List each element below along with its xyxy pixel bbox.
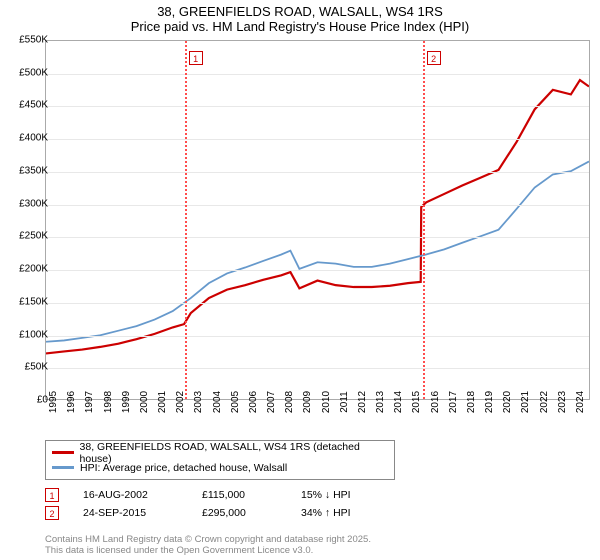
ytick-label: £350K bbox=[19, 165, 48, 176]
ytick-label: £50K bbox=[25, 362, 48, 373]
xtick-label: 1999 bbox=[121, 391, 132, 413]
series-line bbox=[46, 161, 589, 341]
xtick-label: 2018 bbox=[466, 391, 477, 413]
xtick-label: 2005 bbox=[230, 391, 241, 413]
ytick-label: £450K bbox=[19, 100, 48, 111]
sale-marker-line bbox=[423, 41, 425, 399]
ytick-label: £100K bbox=[19, 329, 48, 340]
xtick-label: 1997 bbox=[84, 391, 95, 413]
gridline-h bbox=[46, 303, 589, 304]
attribution-line1: Contains HM Land Registry data © Crown c… bbox=[45, 534, 371, 545]
legend-label: HPI: Average price, detached house, Wals… bbox=[80, 462, 287, 474]
ytick-label: £0 bbox=[37, 395, 48, 406]
xtick-label: 2021 bbox=[520, 391, 531, 413]
title-line2: Price paid vs. HM Land Registry's House … bbox=[0, 19, 600, 34]
title-line1: 38, GREENFIELDS ROAD, WALSALL, WS4 1RS bbox=[0, 4, 600, 19]
sale-marker-badge: 2 bbox=[427, 51, 441, 65]
xtick-label: 2019 bbox=[484, 391, 495, 413]
legend-swatch bbox=[52, 451, 74, 454]
attribution: Contains HM Land Registry data © Crown c… bbox=[45, 534, 371, 556]
legend-area: 38, GREENFIELDS ROAD, WALSALL, WS4 1RS (… bbox=[45, 440, 590, 522]
sale-delta: 15% ↓ HPI bbox=[301, 489, 391, 501]
sale-delta: 34% ↑ HPI bbox=[301, 507, 391, 519]
sales-table: 1 16-AUG-2002 £115,000 15% ↓ HPI 2 24-SEP-201… bbox=[45, 486, 590, 522]
gridline-h bbox=[46, 205, 589, 206]
xtick-label: 2004 bbox=[212, 391, 223, 413]
sale-row-marker: 1 bbox=[45, 488, 59, 502]
chart-svg bbox=[46, 41, 589, 399]
attribution-line2: This data is licensed under the Open Gov… bbox=[45, 545, 371, 556]
xtick-label: 2002 bbox=[175, 391, 186, 413]
sale-date: 16-AUG-2002 bbox=[83, 489, 178, 501]
legend-box: 38, GREENFIELDS ROAD, WALSALL, WS4 1RS (… bbox=[45, 440, 395, 480]
sale-price: £115,000 bbox=[202, 489, 277, 501]
sale-date: 24-SEP-2015 bbox=[83, 507, 178, 519]
plot-frame: 12 bbox=[45, 40, 590, 400]
xtick-label: 2000 bbox=[139, 391, 150, 413]
gridline-h bbox=[46, 74, 589, 75]
xtick-label: 2009 bbox=[302, 391, 313, 413]
sale-price: £295,000 bbox=[202, 507, 277, 519]
xtick-label: 2016 bbox=[430, 391, 441, 413]
gridline-h bbox=[46, 139, 589, 140]
gridline-h bbox=[46, 172, 589, 173]
xtick-label: 2022 bbox=[539, 391, 550, 413]
ytick-label: £300K bbox=[19, 198, 48, 209]
xtick-label: 2007 bbox=[266, 391, 277, 413]
xtick-label: 2011 bbox=[339, 391, 350, 413]
xtick-label: 2010 bbox=[321, 391, 332, 413]
ytick-label: £550K bbox=[19, 35, 48, 46]
xtick-label: 2001 bbox=[157, 391, 168, 413]
xtick-label: 2012 bbox=[357, 391, 368, 413]
sale-marker-line bbox=[185, 41, 187, 399]
xtick-label: 2008 bbox=[284, 391, 295, 413]
gridline-h bbox=[46, 270, 589, 271]
xtick-label: 1998 bbox=[103, 391, 114, 413]
xtick-label: 2024 bbox=[575, 391, 586, 413]
chart-title: 38, GREENFIELDS ROAD, WALSALL, WS4 1RS P… bbox=[0, 0, 600, 34]
chart-area: 12 bbox=[45, 40, 590, 400]
ytick-label: £500K bbox=[19, 67, 48, 78]
sale-row: 2 24-SEP-2015 £295,000 34% ↑ HPI bbox=[45, 504, 590, 522]
xtick-label: 1996 bbox=[66, 391, 77, 413]
ytick-label: £250K bbox=[19, 231, 48, 242]
xtick-label: 2020 bbox=[502, 391, 513, 413]
xtick-label: 2003 bbox=[193, 391, 204, 413]
sale-row-marker: 2 bbox=[45, 506, 59, 520]
xtick-label: 2023 bbox=[557, 391, 568, 413]
xtick-label: 2017 bbox=[448, 391, 459, 413]
gridline-h bbox=[46, 237, 589, 238]
gridline-h bbox=[46, 336, 589, 337]
legend-swatch bbox=[52, 466, 74, 469]
xtick-label: 2015 bbox=[411, 391, 422, 413]
ytick-label: £200K bbox=[19, 264, 48, 275]
sale-row: 1 16-AUG-2002 £115,000 15% ↓ HPI bbox=[45, 486, 590, 504]
xtick-label: 2006 bbox=[248, 391, 259, 413]
xtick-label: 1995 bbox=[48, 391, 59, 413]
ytick-label: £400K bbox=[19, 133, 48, 144]
gridline-h bbox=[46, 368, 589, 369]
xtick-label: 2014 bbox=[393, 391, 404, 413]
ytick-label: £150K bbox=[19, 296, 48, 307]
legend-item: 38, GREENFIELDS ROAD, WALSALL, WS4 1RS (… bbox=[52, 445, 388, 460]
sale-marker-badge: 1 bbox=[189, 51, 203, 65]
gridline-h bbox=[46, 106, 589, 107]
series-line bbox=[46, 80, 589, 353]
xtick-label: 2013 bbox=[375, 391, 386, 413]
